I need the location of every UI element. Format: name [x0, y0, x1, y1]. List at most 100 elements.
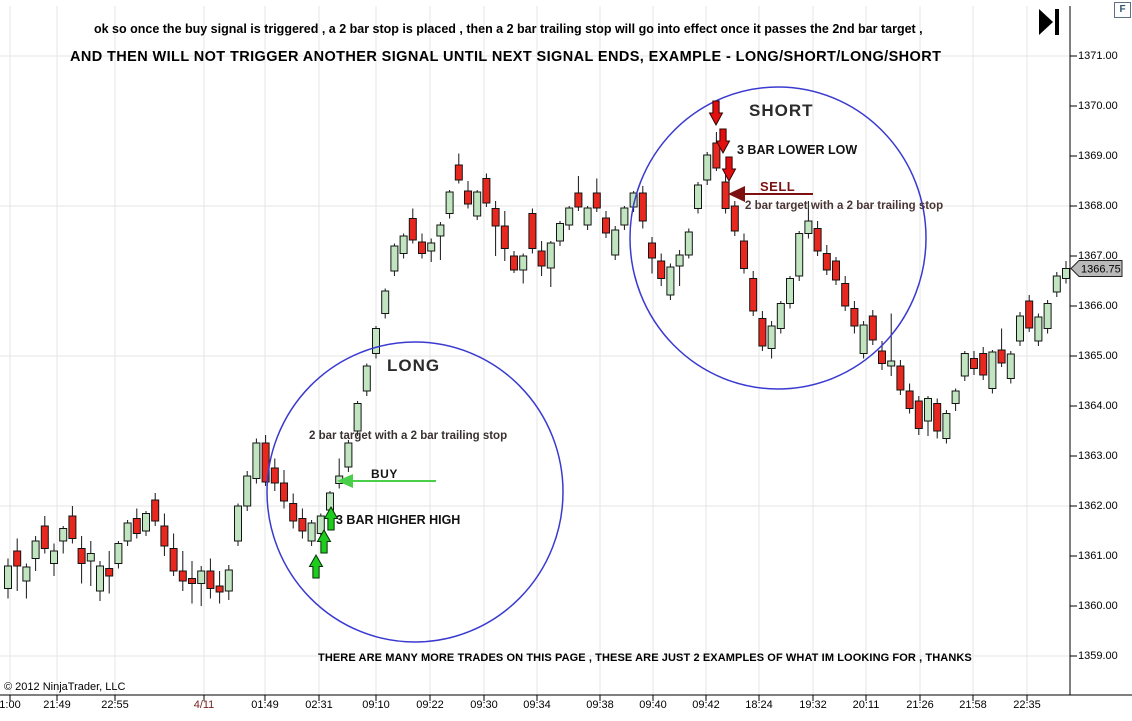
candle-up: [344, 442, 353, 468]
candle-up: [234, 505, 242, 542]
candle-down: [132, 518, 141, 534]
candle-up: [427, 242, 436, 252]
candle-down: [970, 358, 978, 369]
candle-down: [822, 253, 831, 271]
candle-down: [206, 570, 215, 589]
candle-up: [399, 235, 408, 254]
price-axis-label: 1359.00: [1078, 649, 1118, 662]
candle-up: [224, 569, 233, 592]
price-axis-label: 1364.00: [1078, 399, 1118, 412]
candle-down: [160, 525, 169, 547]
candle-up: [951, 390, 960, 404]
price-axis-label: 1366.00: [1078, 299, 1118, 312]
candle-up: [684, 231, 693, 256]
candle-up: [353, 403, 362, 432]
price-axis-label: 1365.00: [1078, 349, 1118, 362]
red-down-arrow-icon[interactable]: [721, 156, 737, 183]
candle-up: [804, 220, 813, 234]
candle-up: [1052, 275, 1061, 293]
price-axis-label: 1363.00: [1078, 449, 1118, 462]
autoscroll-to-last-bar-icon[interactable]: [1039, 9, 1061, 35]
candle-down: [280, 482, 288, 502]
candle-down: [270, 467, 279, 484]
time-axis-label: 09:42: [692, 699, 720, 711]
time-axis-label: 09:30: [470, 699, 498, 711]
candle-down: [528, 213, 537, 249]
price-axis-label: 1361.00: [1078, 549, 1118, 562]
time-axis-label: 1:00: [0, 699, 21, 711]
time-axis-label: 09:10: [362, 699, 390, 711]
candle-up: [142, 513, 150, 532]
long-setup-circle[interactable]: [266, 341, 564, 643]
candle-down: [868, 315, 877, 341]
candle-up: [96, 565, 104, 592]
candle-down: [418, 241, 426, 254]
candle-down: [215, 585, 224, 593]
time-axis-label: 4/11: [193, 699, 215, 711]
green-up-arrow-icon[interactable]: [316, 528, 332, 554]
candle-down: [758, 318, 767, 347]
time-axis-label: 22:35: [1013, 699, 1041, 711]
candle-up: [556, 223, 564, 242]
candle-up: [887, 360, 896, 367]
candle-up: [620, 207, 629, 226]
candle-up: [1006, 353, 1015, 379]
long-label[interactable]: LONG: [387, 356, 441, 375]
candle-down: [169, 548, 178, 572]
candle-up: [390, 245, 399, 272]
red-down-arrow-icon[interactable]: [715, 128, 731, 155]
candle-down: [648, 242, 656, 259]
long-target-note[interactable]: 2 bar target with a 2 bar trailing stop: [309, 430, 508, 442]
price-axis-label: 1370.00: [1078, 99, 1118, 112]
candle-up: [50, 550, 58, 564]
candle-up: [565, 207, 574, 226]
candle-down: [537, 250, 546, 267]
buy-arrow-head[interactable]: [337, 474, 353, 488]
candle-up: [381, 290, 390, 314]
candle-down: [832, 260, 840, 281]
candle-up: [924, 398, 932, 422]
candle-up: [362, 365, 371, 392]
green-up-arrow-icon[interactable]: [323, 505, 339, 531]
candle-up: [675, 254, 684, 267]
buy-label[interactable]: BUY: [371, 467, 398, 481]
green-up-arrow-icon[interactable]: [308, 553, 324, 579]
sell-arrow-head[interactable]: [728, 186, 745, 202]
candle-down: [813, 228, 822, 252]
candle-up: [583, 207, 592, 226]
candle-down: [592, 192, 601, 209]
candle-up: [988, 351, 997, 389]
lower-low-label[interactable]: 3 BAR LOWER LOW: [737, 143, 858, 157]
candle-down: [40, 525, 49, 549]
candle-down: [105, 568, 114, 577]
candle-up: [776, 303, 785, 329]
candle-up: [1062, 268, 1070, 279]
candle-up: [795, 233, 804, 277]
higher-high-label[interactable]: 3 BAR HIGHER HIGH: [336, 513, 461, 527]
time-axis-label: 21:26: [906, 699, 934, 711]
sell-label[interactable]: SELL: [760, 179, 796, 194]
candle-down: [482, 178, 491, 204]
candle-down: [298, 518, 307, 532]
time-axis-label: 01:49: [251, 699, 279, 711]
candle-down: [261, 442, 270, 483]
candle-up: [123, 522, 132, 542]
candle-down: [510, 255, 518, 271]
candle-up: [519, 255, 528, 271]
time-axis-label: 19:32: [799, 699, 827, 711]
candle-up: [31, 540, 40, 559]
candle-up: [243, 475, 252, 507]
price-axis-label: 1362.00: [1078, 499, 1118, 512]
short-label[interactable]: SHORT: [749, 101, 814, 120]
short-target-note[interactable]: 2 bar target with a 2 bar trailing stop: [745, 200, 944, 212]
candle-down: [454, 164, 463, 181]
candle-down: [1025, 300, 1034, 329]
chart-note-line2: AND THEN WILL NOT TRIGGER ANOTHER SIGNAL…: [70, 49, 942, 65]
f-badge-icon[interactable]: F: [1114, 2, 1131, 18]
candle-down: [408, 218, 417, 241]
candle-down: [878, 350, 886, 364]
red-down-arrow-icon[interactable]: [708, 100, 724, 127]
candle-down: [997, 349, 1006, 364]
short-setup-circle[interactable]: [629, 86, 927, 390]
